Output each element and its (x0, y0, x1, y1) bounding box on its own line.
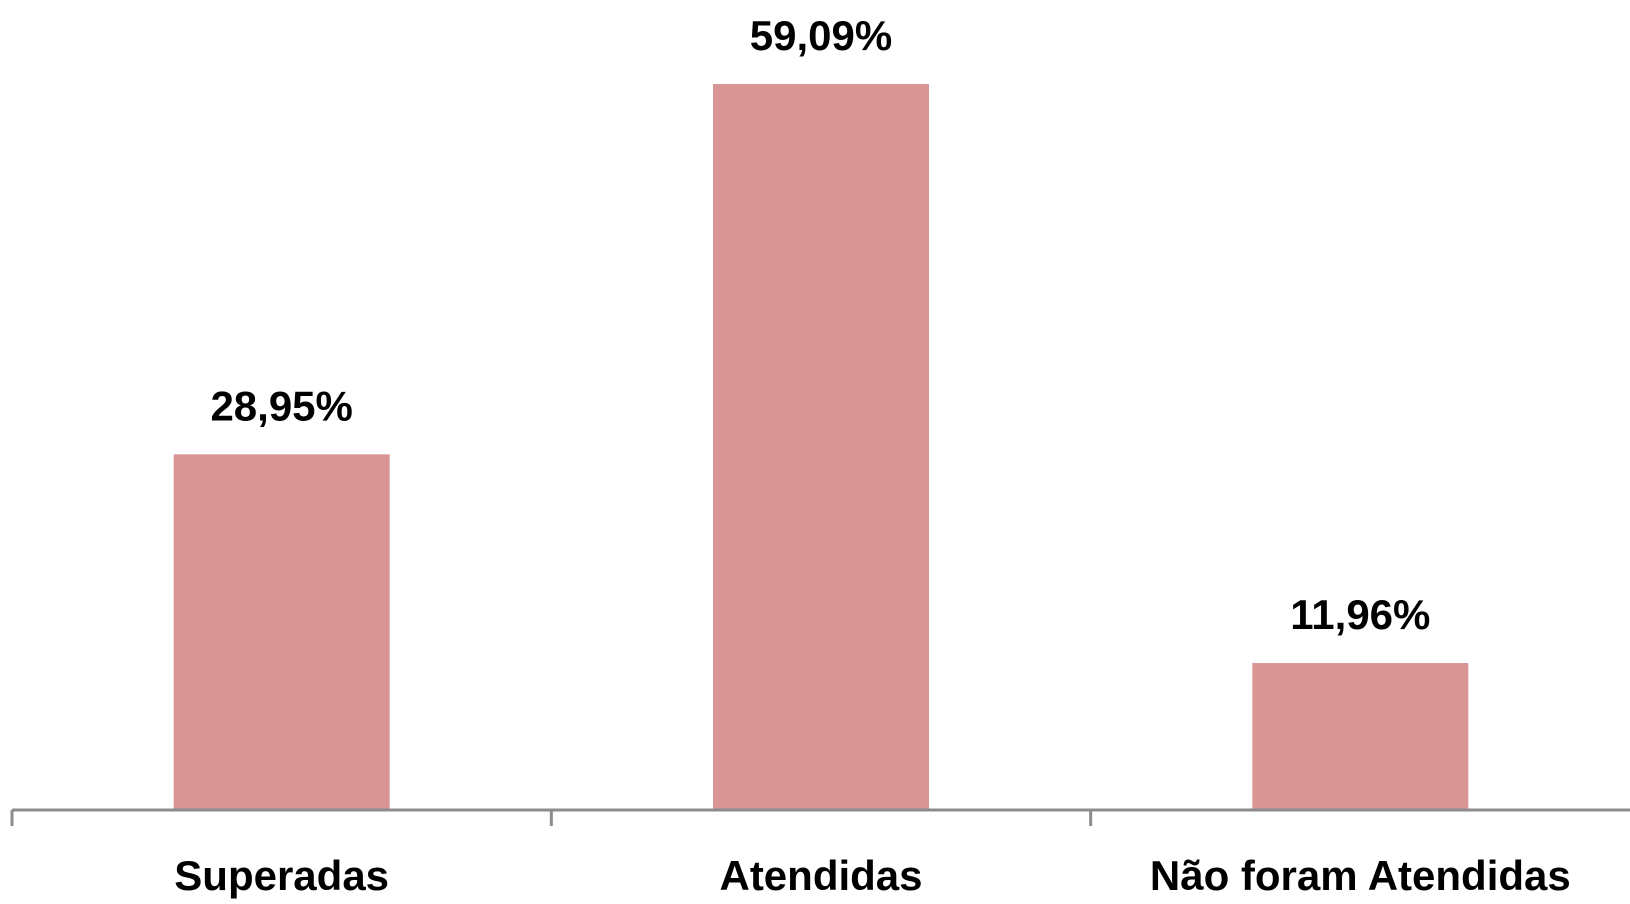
data-label-1: 28,95% (210, 382, 352, 429)
data-labels-group: 28,95% 59,09% 11,96% (210, 12, 1430, 638)
category-label-2: Atendidas (719, 852, 922, 899)
x-axis (10, 808, 1630, 826)
category-label-1: Superadas (174, 852, 389, 899)
data-label-2: 59,09% (750, 12, 892, 59)
bar-1 (173, 454, 390, 810)
bar-2 (713, 84, 929, 810)
bar-3 (1252, 663, 1469, 810)
data-label-3: 11,96% (1290, 591, 1430, 638)
bars-group (173, 84, 1469, 810)
category-label-3: Não foram Atendidas (1150, 852, 1571, 899)
category-labels-group: Superadas Atendidas Não foram Atendidas (174, 852, 1570, 899)
